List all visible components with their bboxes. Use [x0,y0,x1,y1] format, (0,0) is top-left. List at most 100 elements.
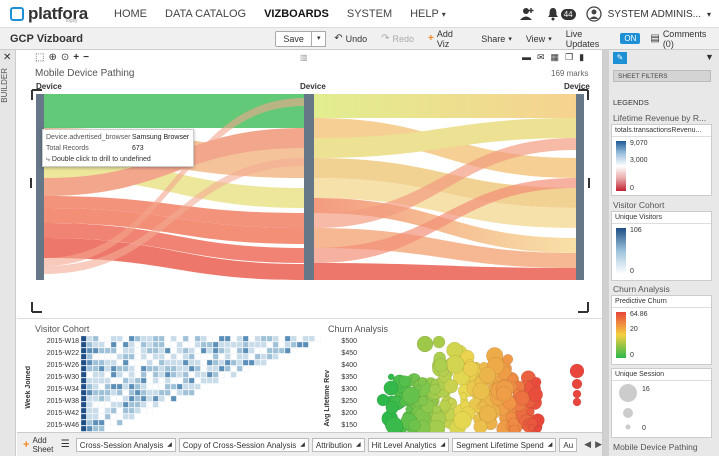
churn-bubble[interactable] [479,366,497,384]
cohort-cell[interactable] [206,377,213,384]
cohort-cell[interactable] [224,336,231,342]
cohort-cell[interactable] [116,377,123,384]
cohort-cell[interactable] [248,353,255,360]
cohort-cell[interactable] [188,371,195,378]
cohort-cell[interactable] [122,365,129,372]
cohort-cell[interactable] [146,383,153,390]
cohort-cell[interactable] [81,341,87,348]
cohort-cell[interactable] [81,419,87,426]
redo-button[interactable]: ↷ Redo [381,33,414,44]
cohort-cell[interactable] [122,341,129,348]
cohort-cell[interactable] [134,383,141,390]
cohort-cell[interactable] [146,353,153,360]
cohort-cell[interactable] [81,395,87,402]
cohort-cell[interactable] [272,347,279,354]
cohort-cell[interactable] [92,395,99,402]
user-name[interactable]: SYSTEM ADMINIS... [607,8,701,20]
pin-icon[interactable]: ✎ [613,52,627,64]
cohort-cell[interactable] [230,336,237,342]
cohort-cell[interactable] [176,389,183,396]
cohort-cell[interactable] [98,419,105,426]
churn-bubble[interactable] [527,423,535,431]
cohort-cell[interactable] [158,395,165,402]
cohort-cell[interactable] [200,336,207,342]
cohort-cell[interactable] [158,401,165,408]
churn-bubble[interactable] [398,375,411,388]
comment-viz-icon[interactable]: ▬ [522,52,531,62]
pathing-sankey-chart[interactable] [30,88,590,314]
cohort-cell[interactable] [128,336,135,342]
cohort-cell[interactable] [194,347,201,354]
cohort-cell[interactable] [116,371,123,378]
cohort-cell[interactable] [284,341,291,348]
cohort-cell[interactable] [86,413,93,420]
cohort-cell[interactable] [110,383,117,390]
cohort-cell[interactable] [92,401,99,408]
cohort-cell[interactable] [122,383,129,390]
cohort-cell[interactable] [122,377,129,384]
churn-bubble[interactable] [416,336,434,353]
cohort-cell[interactable] [134,401,141,408]
cohort-cell[interactable] [164,383,171,390]
remove-icon[interactable]: − [83,52,89,63]
cohort-cell[interactable] [200,359,207,366]
cohort-cell[interactable] [182,365,189,372]
cohort-cell[interactable] [110,389,117,396]
cohort-cell[interactable] [218,347,225,354]
image-icon[interactable]: ▦ [550,52,560,62]
cohort-cell[interactable] [116,341,123,348]
cohort-cell[interactable] [110,371,117,378]
cohort-cell[interactable] [266,341,273,348]
cohort-cell[interactable] [182,353,189,360]
cohort-cell[interactable] [110,419,117,426]
cohort-cell[interactable] [92,336,99,342]
cohort-cell[interactable] [122,389,129,396]
cohort-cell[interactable] [122,336,129,342]
cohort-cell[interactable] [170,365,177,372]
add-icon[interactable]: + [73,52,80,63]
node-column-2[interactable] [304,94,314,280]
cohort-cell[interactable] [98,377,105,384]
cohort-cell[interactable] [200,347,207,354]
cohort-cell[interactable] [98,413,105,420]
cohort-cell[interactable] [182,336,189,342]
cohort-cell[interactable] [254,341,261,348]
cohort-cell[interactable] [116,407,123,414]
churn-bubble[interactable] [432,404,442,414]
cohort-cell[interactable] [158,383,165,390]
cohort-cell[interactable] [164,341,171,348]
cohort-cell[interactable] [212,359,219,366]
cohort-cell[interactable] [81,347,87,354]
cohort-cell[interactable] [98,359,105,366]
cohort-cell[interactable] [176,353,183,360]
cohort-cell[interactable] [188,365,195,372]
cohort-cell[interactable] [230,359,237,366]
cohort-cell[interactable] [176,359,183,366]
cohort-cell[interactable] [134,371,141,378]
cohort-cell[interactable] [92,365,99,372]
churn-bubble[interactable] [429,383,441,396]
tab-caret-icon[interactable]: ◢ [300,441,305,448]
cohort-cell[interactable] [158,389,165,396]
cohort-cell[interactable] [81,377,87,384]
cohort-cell[interactable] [284,347,291,354]
share-menu[interactable]: Share ▾ [481,34,512,44]
undo-button[interactable]: ↶ Undo [334,33,367,44]
cohort-cell[interactable] [302,341,309,348]
cohort-cell[interactable] [218,336,225,342]
cohort-cell[interactable] [122,401,129,408]
cohort-cell[interactable] [128,401,135,408]
cohort-heatmap[interactable] [81,336,325,432]
cohort-cell[interactable] [128,395,135,402]
cohort-cell[interactable] [200,341,207,348]
cohort-cell[interactable] [152,401,159,408]
cohort-cell[interactable] [194,341,201,348]
cohort-cell[interactable] [200,383,207,390]
cohort-cell[interactable] [224,365,231,372]
churn-bubble[interactable] [433,358,448,373]
delete-icon[interactable]: ▮ [579,52,585,62]
cohort-cell[interactable] [110,365,117,372]
cohort-cell[interactable] [236,365,243,372]
cohort-cell[interactable] [152,383,159,390]
cohort-cell[interactable] [206,347,213,354]
